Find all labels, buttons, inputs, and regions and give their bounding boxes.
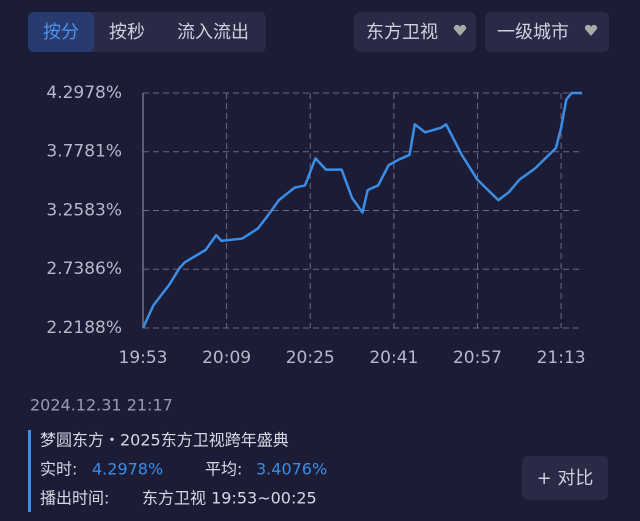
dropdown-icon [584,24,598,36]
x-tick-label: 20:57 [453,348,502,368]
x-tick-label: 19:53 [119,348,168,368]
chart: 2.2188% 2.7386% 3.2583% 3.7781% 4.2978% 19:53… [46,83,585,368]
compare-button[interactable] [522,456,608,500]
y-tick-label: 2.2188% [46,318,122,338]
dropdown-label: 一级城市 [497,22,569,43]
y-tick-label: 2.7386% [46,259,122,279]
line [141,91,582,329]
program-title: 梦圆东方・2025东方卫视跨年盛典 [40,431,289,450]
dropdown-icon [453,24,467,36]
average-value: 3.4076% [256,460,327,479]
realtime-value: 4.2978% [92,460,163,479]
dropdown[interactable] [485,12,609,52]
x-tick-label: 20:41 [369,348,418,368]
airtime-label: 播出时间: [40,489,109,508]
x-tick-label: 20:09 [202,348,251,368]
tab-active-bg [28,12,94,52]
dropdown-label: 东方卫视 [366,22,438,43]
tab[interactable]: 按秒 [109,22,145,43]
y-tick-label: 3.2583% [46,201,122,221]
tab[interactable]: 按分 [43,22,79,43]
x-tick-label: 21:13 [537,348,586,368]
timestamp: 2024.12.31 21:17 [30,396,173,415]
y-tick-label: 4.2978% [46,83,122,103]
airtime-value: 东方卫视 19:53~00:25 [142,489,317,508]
accent-bar [28,430,31,512]
tab[interactable]: 流入流出 [177,22,249,43]
dropdown[interactable] [354,12,476,52]
compare-label: + 对比 [537,468,594,489]
average-label: 平均: [205,460,242,479]
x-tick-label: 20:25 [286,348,335,368]
y-tick-label: 3.7781% [46,142,122,162]
realtime-label: 实时: [40,460,77,479]
